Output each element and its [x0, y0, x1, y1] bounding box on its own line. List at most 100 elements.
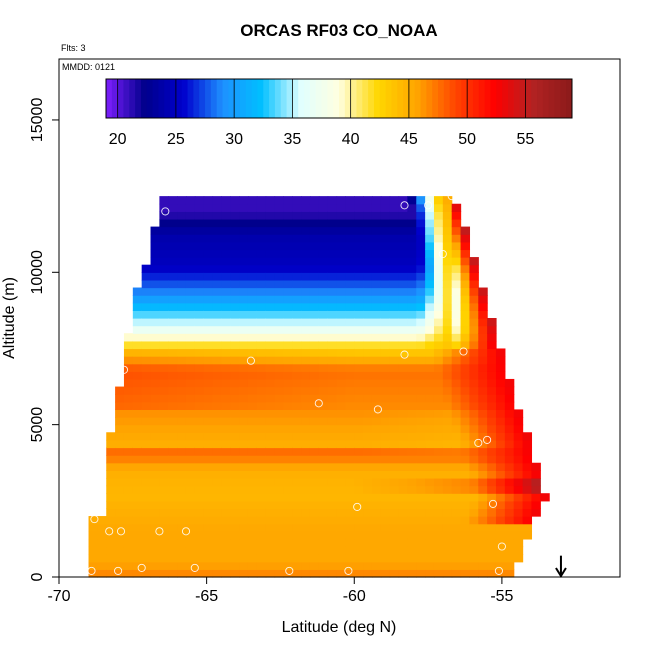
heatmap-cell [283, 546, 293, 555]
heatmap-cell [283, 218, 293, 228]
heatmap-cell [168, 569, 178, 578]
heatmap-cell [318, 447, 329, 456]
heatmap-cell [239, 257, 249, 266]
heatmap-cell [433, 508, 444, 517]
heatmap-cell [504, 554, 515, 563]
heatmap-cell [203, 264, 214, 273]
heatmap-cell [460, 394, 471, 403]
heatmap-cell [141, 409, 152, 418]
heatmap-cell [177, 523, 187, 532]
heatmap-cell [168, 470, 178, 479]
heatmap-cell [398, 264, 409, 273]
heatmap-cell [336, 455, 347, 464]
heatmap-cell [495, 546, 506, 555]
heatmap-cell [132, 340, 143, 350]
sample-point [137, 563, 146, 572]
heatmap-cell [354, 272, 364, 281]
heatmap-cell [301, 417, 311, 426]
heatmap-cell [460, 516, 471, 525]
heatmap-cell [407, 424, 417, 433]
heatmap-cell [371, 287, 382, 296]
heatmap-cell [265, 287, 276, 296]
heatmap-cell [265, 218, 276, 228]
heatmap-cell [123, 523, 134, 532]
heatmap-cell [389, 485, 400, 494]
heatmap-cell [239, 569, 249, 578]
heatmap-cell [318, 310, 329, 319]
heatmap-cell [194, 211, 205, 220]
heatmap-cell [513, 516, 524, 525]
heatmap-cell [150, 226, 160, 235]
heatmap-cell [425, 516, 435, 525]
y-tick-label: 15000 [29, 98, 46, 143]
heatmap-cell [407, 211, 417, 220]
heatmap-cell [230, 211, 240, 220]
heatmap-cell [460, 538, 471, 548]
heatmap-cell [301, 196, 311, 205]
heatmap-cell [451, 386, 462, 395]
heatmap-cell [478, 561, 488, 570]
heatmap-cell [442, 485, 453, 494]
heatmap-cell [301, 234, 311, 243]
heatmap-cell [159, 310, 169, 319]
heatmap-cell [389, 340, 400, 350]
heatmap-cell [451, 531, 462, 540]
heatmap-cell [531, 493, 541, 502]
colorbar-segment [210, 79, 218, 118]
heatmap-cell [522, 523, 533, 532]
heatmap-cell [513, 424, 524, 433]
heatmap-cell [301, 485, 311, 494]
heatmap-cell [354, 561, 364, 570]
heatmap-cell [168, 218, 178, 228]
heatmap-cell [212, 516, 222, 525]
heatmap-cell [469, 378, 479, 388]
heatmap-cell [150, 356, 160, 365]
heatmap-cell [301, 477, 311, 487]
heatmap-cell [301, 257, 311, 266]
heatmap-cell [478, 378, 488, 388]
heatmap-cell [380, 318, 391, 327]
heatmap-cell [469, 401, 479, 411]
heatmap-cell [212, 356, 222, 365]
heatmap-cell [256, 340, 267, 350]
heatmap-cell [398, 409, 409, 418]
heatmap-cell [327, 310, 338, 319]
heatmap-cell [451, 485, 462, 494]
heatmap-cell [132, 500, 143, 510]
heatmap-cell [106, 432, 116, 441]
heatmap-cell [115, 561, 125, 570]
heatmap-cell [274, 340, 284, 350]
heatmap-cell [168, 196, 178, 205]
heatmap-cell [265, 508, 276, 517]
heatmap-cell [522, 485, 533, 494]
heatmap-cell [256, 455, 267, 464]
heatmap-cell [433, 462, 444, 471]
heatmap-cell [371, 348, 382, 357]
heatmap-cell [123, 409, 134, 418]
heatmap-cell [247, 287, 258, 296]
colorbar-segment [123, 79, 130, 118]
heatmap-cell [159, 264, 169, 273]
heatmap-cell [433, 401, 444, 411]
heatmap-cell [389, 371, 400, 380]
heatmap-cell [212, 477, 222, 487]
heatmap-cell [345, 508, 355, 517]
heatmap-cell [309, 340, 320, 350]
heatmap-cell [495, 455, 506, 464]
heatmap-cell [115, 386, 125, 395]
heatmap-cell [194, 462, 205, 471]
heatmap-cell [460, 417, 471, 426]
heatmap-cell [327, 493, 338, 502]
heatmap-cell [380, 249, 391, 258]
heatmap-cell [292, 417, 302, 426]
heatmap-cell [318, 234, 329, 243]
heatmap-cell [309, 516, 320, 525]
heatmap-cell [274, 218, 284, 228]
heatmap-cell [336, 378, 347, 388]
heatmap-cell [106, 516, 116, 525]
heatmap-cell [168, 348, 178, 357]
heatmap-cell [345, 477, 355, 487]
heatmap-cell [309, 218, 320, 228]
heatmap-cell [336, 295, 347, 304]
heatmap-cell [168, 531, 178, 540]
